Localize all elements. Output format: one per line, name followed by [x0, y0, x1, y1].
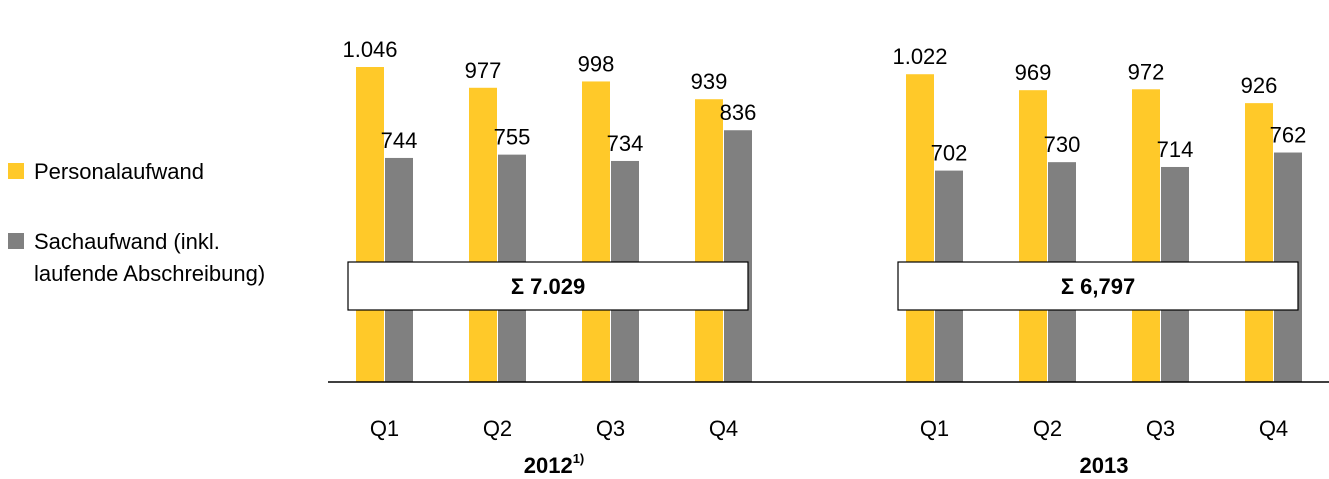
sum-label-2012: Σ 7.029	[511, 274, 585, 299]
bar-sach-2012-q4	[724, 130, 752, 382]
category-tick-label: Q2	[483, 416, 512, 441]
sum-label-2013: Σ 6,797	[1061, 274, 1135, 299]
legend-swatch-sach	[8, 233, 24, 249]
bar-personal-2012-q1	[356, 67, 384, 382]
bar-personal-2013-q4	[1245, 103, 1273, 382]
sum-box-2012	[347, 261, 749, 311]
legend-label-personal: Personalaufwand	[34, 159, 204, 184]
value-label-sach: 755	[494, 125, 531, 150]
category-tick-label: Q2	[1033, 416, 1062, 441]
bar-personal-2012-q3	[582, 81, 610, 382]
bar-personal-2013-q2	[1019, 90, 1047, 382]
value-label-sach: 734	[607, 131, 644, 156]
year-footnote: 1)	[573, 451, 585, 466]
value-label-personal: 1.022	[892, 44, 947, 69]
category-tick-label: Q1	[370, 416, 399, 441]
legend-label-sach: laufende Abschreibung)	[34, 261, 265, 286]
sum-box-2013	[897, 261, 1299, 311]
category-tick-label: Q1	[920, 416, 949, 441]
value-label-sach: 836	[720, 100, 757, 125]
year-label-2013: 2013	[1080, 453, 1129, 478]
legend: Personalaufwand Sachaufwand (inkl. laufend…	[8, 159, 265, 286]
value-label-personal: 998	[578, 51, 615, 76]
bar-personal-2013-q1	[906, 74, 934, 382]
value-label-sach: 744	[381, 128, 418, 153]
value-label-sach: 762	[1270, 123, 1307, 148]
category-tick-label: Q3	[596, 416, 625, 441]
category-tick-label: Q4	[1259, 416, 1288, 441]
value-label-sach: 730	[1044, 132, 1081, 157]
category-tick-label: Q4	[709, 416, 738, 441]
bars	[356, 67, 1302, 383]
bar-personal-2012-q2	[469, 87, 497, 382]
value-label-personal: 969	[1015, 60, 1052, 85]
bar-personal-2012-q4	[695, 99, 723, 383]
bar-personal-2013-q3	[1132, 89, 1160, 382]
value-label-sach: 702	[931, 141, 968, 166]
value-label-personal: 977	[465, 58, 502, 83]
value-label-personal: 939	[691, 69, 728, 94]
value-label-personal: 972	[1128, 59, 1165, 84]
year-label-2012: 20121)	[524, 451, 585, 478]
category-tick-label: Q3	[1146, 416, 1175, 441]
value-label-personal: 1.046	[342, 37, 397, 62]
labels: 1.046 744 Q1 977 755 Q2 998 734 Q3 939 836 Q4 Σ 7.02…	[342, 37, 1306, 478]
legend-label-sach: Sachaufwand (inkl.	[34, 229, 220, 254]
value-label-sach: 714	[1157, 137, 1194, 162]
legend-swatch-personal	[8, 163, 24, 179]
value-label-personal: 926	[1241, 73, 1278, 98]
